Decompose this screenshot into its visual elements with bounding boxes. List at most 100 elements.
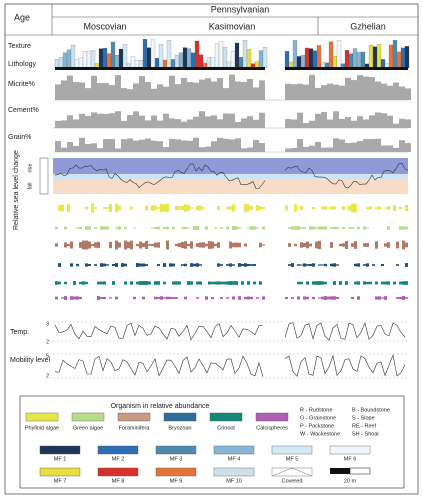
organism-bar <box>324 281 327 285</box>
percent-bar <box>157 141 163 152</box>
organism-bar <box>196 205 199 211</box>
percent-bar <box>345 117 351 128</box>
percent-bar <box>259 142 265 152</box>
organism-bar <box>235 242 238 248</box>
percent-bar <box>145 120 151 128</box>
organism-bar <box>312 281 315 285</box>
texture-column <box>348 53 354 69</box>
texture-column <box>242 40 248 69</box>
legend-label: MF 7 <box>54 478 67 484</box>
organism-bar <box>88 226 91 230</box>
organism-bar <box>115 227 118 229</box>
legend-label: S - Slope <box>352 415 375 421</box>
organism-bar <box>405 263 408 267</box>
texture-column <box>360 51 366 69</box>
organism-bar <box>196 226 199 230</box>
texture-column <box>316 45 322 69</box>
organism-bar <box>220 297 223 299</box>
organism-bar <box>238 227 241 229</box>
organism-bar <box>256 297 259 299</box>
organism-bar <box>118 205 121 211</box>
organism-bar <box>339 243 342 247</box>
legend-swatch <box>213 467 255 477</box>
percent-bar <box>193 116 199 128</box>
organism-bar <box>97 281 100 285</box>
percent-bar <box>55 120 61 128</box>
texture-column <box>284 51 290 69</box>
legend-label: MF 2 <box>112 456 125 462</box>
organism-bar <box>91 243 94 247</box>
percent-bar <box>199 147 205 152</box>
organism-bar <box>157 264 160 266</box>
organism-bar <box>100 263 103 267</box>
organism-bar <box>172 297 175 299</box>
texture-column <box>158 43 164 69</box>
organism-bar <box>297 264 300 266</box>
organism-bar <box>262 206 265 210</box>
organism-bar <box>223 281 226 285</box>
organism-bar <box>64 242 67 248</box>
percent-bar <box>145 81 151 100</box>
percent-bar <box>351 80 357 100</box>
organism-bar <box>229 241 232 249</box>
organism-bar <box>115 296 118 300</box>
organism-bar <box>178 281 181 285</box>
texture-column <box>246 49 252 69</box>
legend-swatch <box>213 445 255 455</box>
percent-bar <box>205 78 211 100</box>
axis-note: fall <box>27 182 33 189</box>
organism-bar <box>145 264 148 266</box>
organism-bar <box>112 281 115 285</box>
organism-bar <box>181 241 184 249</box>
percent-bar <box>91 143 97 152</box>
organism-bar <box>327 207 330 209</box>
texture-column <box>198 54 204 69</box>
organism-bar <box>247 281 250 285</box>
percent-bar <box>199 79 205 100</box>
organism-bar <box>61 297 64 299</box>
organism-bar <box>229 206 232 210</box>
organism-bar <box>109 203 112 213</box>
organism-bar <box>94 242 97 248</box>
organism-bar <box>294 243 297 247</box>
texture-column <box>70 44 76 69</box>
texture-column <box>78 57 84 69</box>
texture-column <box>114 55 120 69</box>
percent-bar <box>193 82 199 100</box>
percent-bar <box>241 81 247 100</box>
percent-bar <box>205 146 211 152</box>
texture-column <box>262 47 268 69</box>
organism-bar <box>351 203 354 213</box>
percent-bar <box>85 144 91 152</box>
texture-column <box>376 44 382 69</box>
percent-bar <box>109 113 115 128</box>
organism-bar <box>211 297 214 299</box>
organism-bar <box>79 296 82 300</box>
organism-bar <box>247 204 250 212</box>
percent-bar <box>333 111 339 128</box>
organism-bar <box>306 281 309 285</box>
organism-bar <box>345 281 348 285</box>
organism-bar <box>139 241 142 249</box>
organism-bar <box>303 296 306 300</box>
organism-bar <box>184 204 187 212</box>
percent-bar <box>223 88 229 100</box>
organism-bar <box>106 226 109 230</box>
organism-bar <box>384 207 387 209</box>
percent-bar <box>205 116 211 128</box>
organism-bar <box>58 204 61 212</box>
percent-bar <box>163 86 169 100</box>
texture-column <box>312 50 318 69</box>
stage: Gzhelian <box>350 21 386 31</box>
organism-bar <box>67 244 70 246</box>
organism-bar <box>294 226 297 230</box>
organism-bar <box>247 296 250 300</box>
organism-bar <box>214 243 217 247</box>
texture-column <box>380 59 386 69</box>
organism-bar <box>163 204 166 212</box>
legend-swatch <box>209 412 243 422</box>
organism-bar <box>259 242 262 248</box>
texture-column <box>62 52 68 69</box>
organism-bar <box>297 296 300 300</box>
organism-bar <box>64 281 67 285</box>
